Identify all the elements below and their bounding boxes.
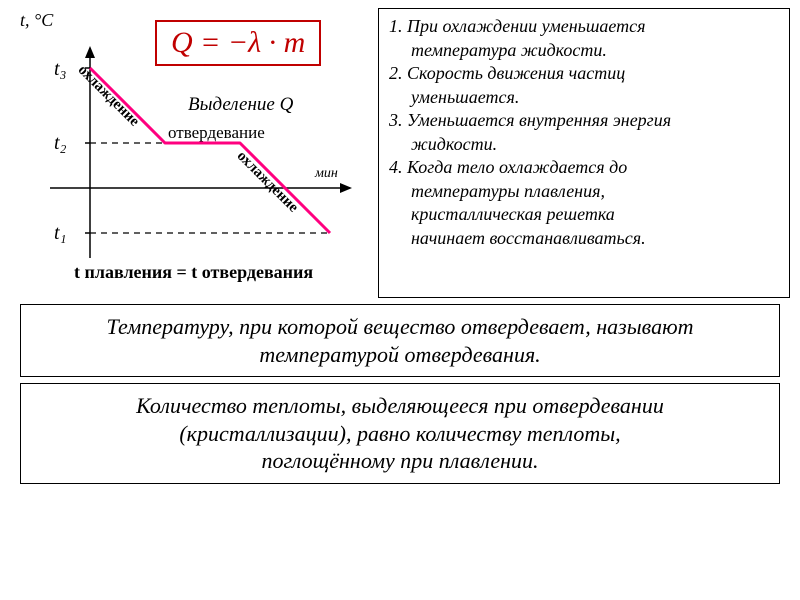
note-4c: кристаллическая решетка [389, 203, 779, 226]
heat-line3: поглощённому при плавлении. [35, 447, 765, 475]
note-4a: 4. Когда тело охлаждается до [389, 156, 779, 179]
note-3a: 3. Уменьшается внутренняя энергия [389, 109, 779, 132]
definition-line1: Температуру, при которой вещество отверд… [35, 313, 765, 341]
x-axis-label: мин [315, 166, 338, 182]
note-4d: начинает восстанавливаться. [389, 227, 779, 250]
notes-box: 1. При охлаждении уменьшается температур… [378, 8, 790, 298]
definition-box: Температуру, при которой вещество отверд… [20, 304, 780, 377]
note-1b: температура жидкости. [389, 39, 779, 62]
note-3b: жидкости. [389, 133, 779, 156]
heat-line2: (кристаллизации), равно количеству тепло… [35, 420, 765, 448]
note-2a: 2. Скорость движения частиц [389, 62, 779, 85]
equality-label: t плавления = t отвердевания [74, 262, 313, 283]
plateau-label: отвердевание [168, 123, 265, 143]
tick-t1: t₁ [54, 222, 67, 245]
heat-statement-box: Количество теплоты, выделяющееся при отв… [20, 383, 780, 484]
tick-t3: t₃ [54, 58, 67, 81]
note-2b: уменьшается. [389, 86, 779, 109]
note-1a: 1. При охлаждении уменьшается [389, 15, 779, 38]
cooling-chart: t, °C Q = −λ · m t₃ t₂ t₁ мин охлаждение… [10, 8, 370, 298]
definition-line2: температурой отвердевания. [35, 341, 765, 369]
note-4b: температуры плавления, [389, 180, 779, 203]
heat-release-label: Выделение Q [188, 94, 293, 116]
heat-line1: Количество теплоты, выделяющееся при отв… [35, 392, 765, 420]
tick-t2: t₂ [54, 132, 67, 155]
